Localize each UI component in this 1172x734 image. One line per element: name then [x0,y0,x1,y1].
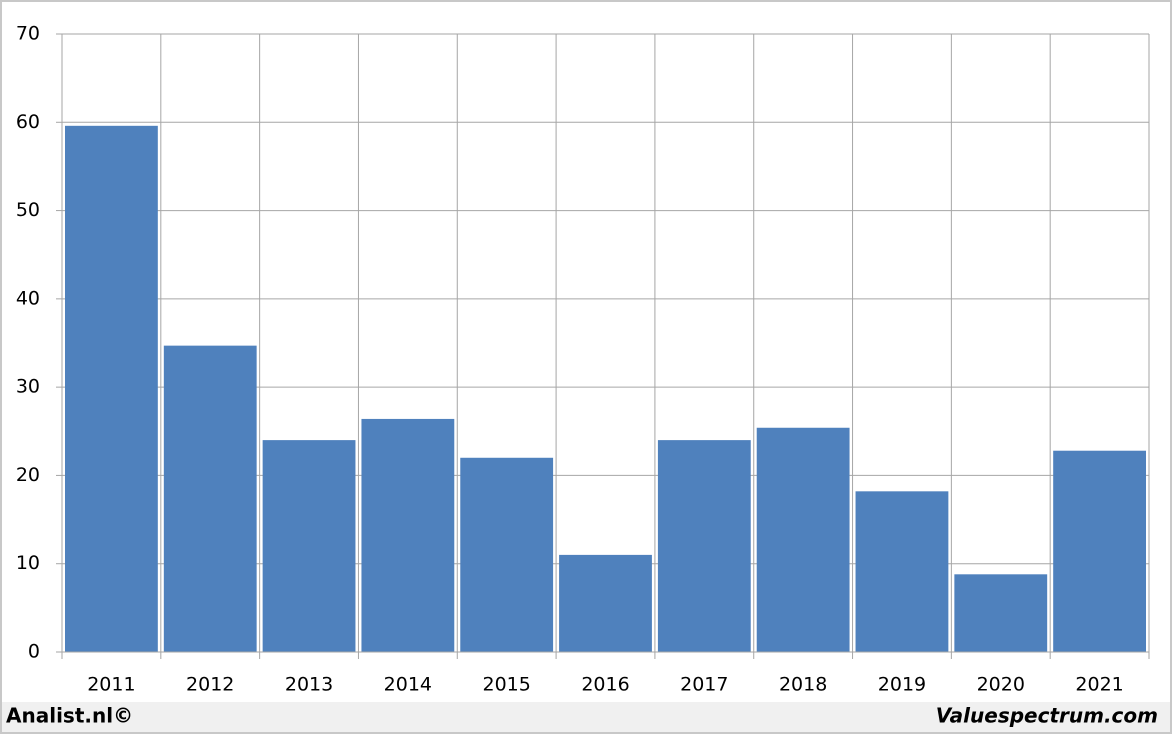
x-tick-label: 2021 [1075,674,1123,696]
y-tick-label: 10 [16,552,40,574]
y-tick-label: 30 [16,376,40,398]
x-tick-label: 2011 [87,674,135,696]
bar [163,345,257,652]
bar [559,554,652,652]
y-tick-label: 20 [16,464,40,486]
y-tick-label: 0 [28,641,40,663]
y-tick-label: 60 [16,111,40,133]
bar [361,418,455,652]
bar [657,440,751,652]
footer-band [2,702,1170,732]
bar [1053,450,1146,652]
x-tick-label: 2014 [384,674,432,696]
x-tick-label: 2012 [186,674,234,696]
source: Analist.nl© [6,704,133,728]
credit: Valuespectrum.com [936,704,1158,728]
bar [855,491,949,652]
bar [460,457,554,652]
x-tick-label: 2015 [483,674,531,696]
bar [262,440,356,652]
x-tick-label: 2018 [779,674,827,696]
bar [756,427,850,652]
y-tick-label: 70 [16,23,40,45]
x-tick-label: 2019 [878,674,926,696]
x-tick-label: 2013 [285,674,333,696]
x-tick-label: 2017 [680,674,728,696]
y-tick-label: 50 [16,199,40,221]
y-tick-label: 40 [16,287,40,309]
x-tick-label: 2016 [581,674,629,696]
x-tick-label: 2020 [977,674,1025,696]
bar [954,574,1048,652]
bar [65,125,158,653]
